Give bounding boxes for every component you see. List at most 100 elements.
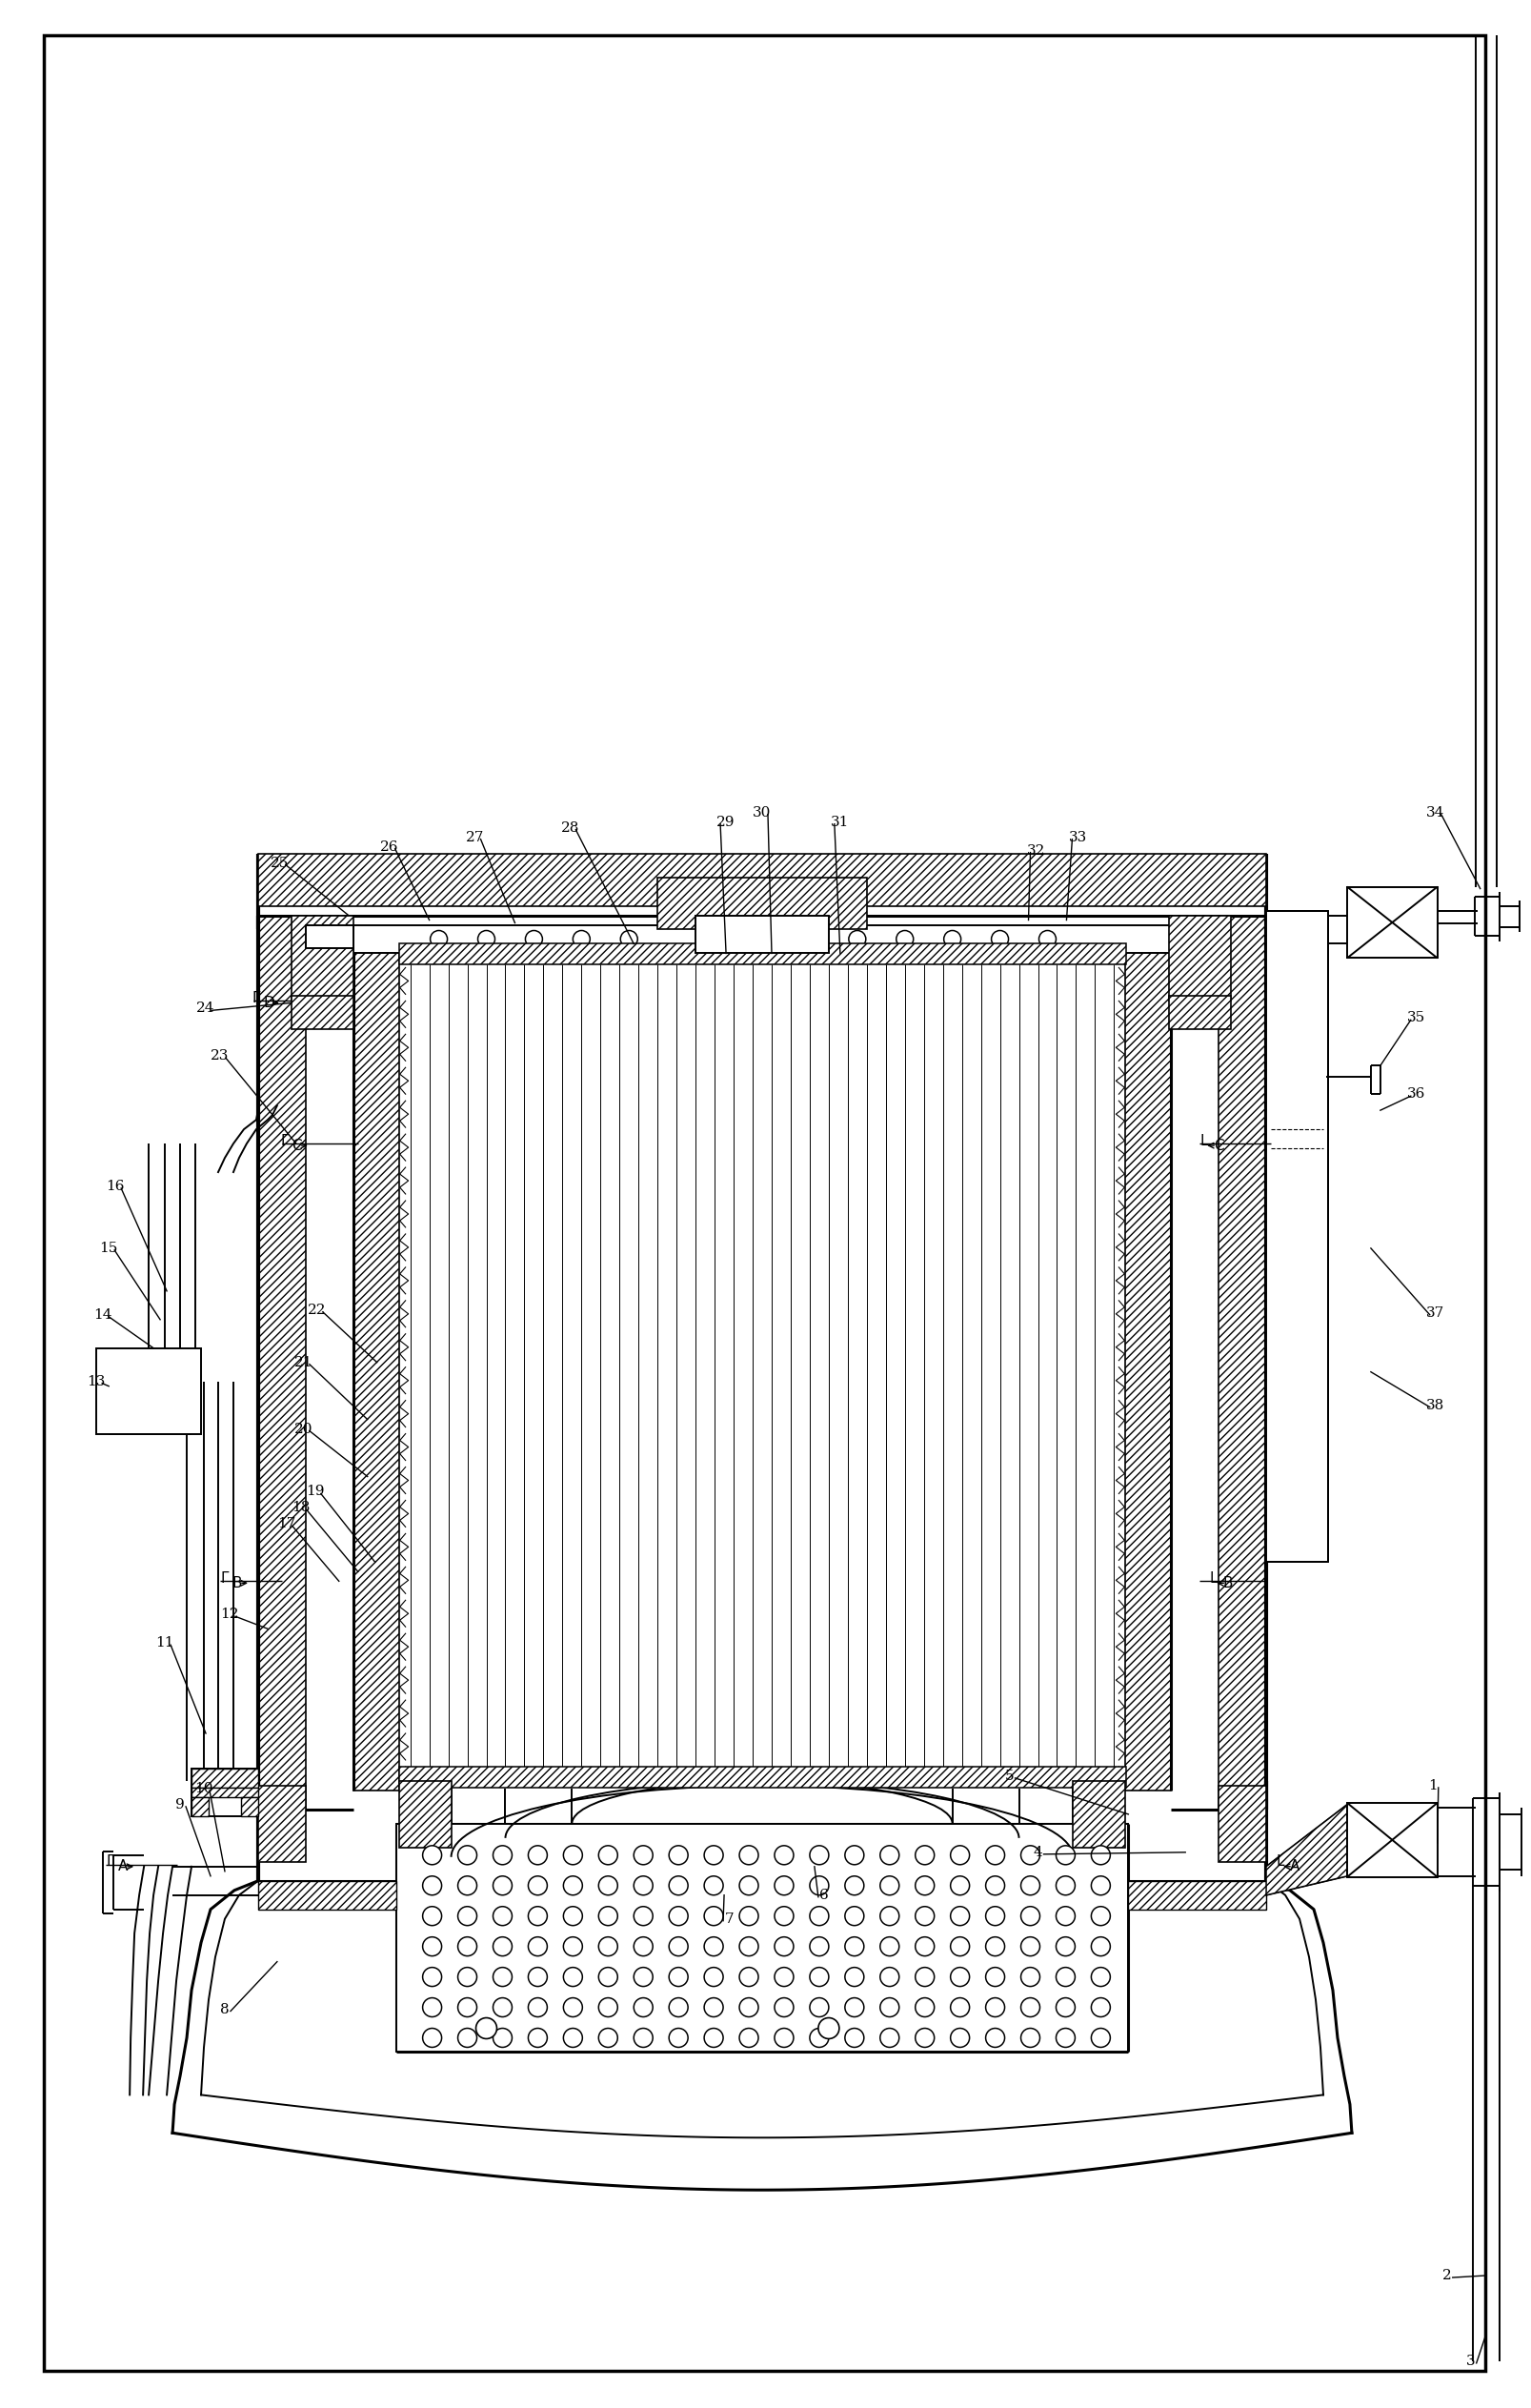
Bar — [400, 1767, 1127, 1787]
Circle shape — [525, 929, 542, 949]
Circle shape — [1021, 1876, 1040, 1895]
Text: 35: 35 — [1407, 1011, 1425, 1026]
Text: 33: 33 — [1069, 831, 1087, 843]
Circle shape — [423, 1936, 441, 1955]
Circle shape — [599, 1999, 617, 2018]
Bar — [1347, 1804, 1438, 1876]
Circle shape — [573, 929, 589, 949]
Text: 30: 30 — [753, 807, 772, 819]
Text: L: L — [1209, 1570, 1219, 1584]
Circle shape — [704, 1907, 723, 1926]
Circle shape — [528, 1876, 547, 1895]
Text: 26: 26 — [380, 840, 398, 852]
Text: 2: 2 — [1442, 2268, 1451, 2283]
Circle shape — [739, 1967, 758, 1987]
Circle shape — [599, 1845, 617, 1864]
Text: 15: 15 — [100, 1243, 118, 1255]
Circle shape — [669, 1907, 687, 1926]
Circle shape — [1056, 1936, 1075, 1955]
Bar — [657, 877, 867, 929]
Circle shape — [528, 1936, 547, 1955]
Text: 16: 16 — [106, 1180, 124, 1192]
Circle shape — [1056, 2028, 1075, 2047]
Circle shape — [458, 1967, 476, 1987]
Circle shape — [986, 1936, 1004, 1955]
Bar — [1219, 915, 1266, 1808]
Circle shape — [599, 2028, 617, 2047]
Circle shape — [943, 929, 961, 949]
Text: 22: 22 — [308, 1303, 326, 1317]
Circle shape — [563, 1967, 582, 1987]
Circle shape — [1021, 2028, 1040, 2047]
Circle shape — [1056, 1876, 1075, 1895]
Circle shape — [880, 1907, 899, 1926]
Circle shape — [528, 1999, 547, 2018]
Bar — [259, 1787, 306, 1861]
Circle shape — [916, 1907, 934, 1926]
Circle shape — [775, 2028, 793, 2047]
Circle shape — [528, 1967, 547, 1987]
Text: Γ: Γ — [107, 1854, 115, 1869]
Circle shape — [739, 1876, 758, 1895]
Text: 23: 23 — [211, 1050, 230, 1062]
Bar — [191, 1787, 259, 1796]
Circle shape — [986, 1999, 1004, 2018]
Text: 31: 31 — [831, 816, 850, 828]
Text: 21: 21 — [294, 1356, 312, 1370]
Bar — [695, 915, 828, 954]
Circle shape — [986, 1967, 1004, 1987]
Text: 17: 17 — [277, 1517, 295, 1531]
Bar — [397, 1823, 1128, 2052]
Circle shape — [916, 2028, 934, 2047]
Text: C: C — [1214, 1139, 1223, 1153]
Circle shape — [563, 2028, 582, 2047]
Circle shape — [810, 1999, 828, 2018]
Text: 6: 6 — [819, 1888, 828, 1902]
Circle shape — [880, 1876, 899, 1895]
Text: 1: 1 — [1428, 1780, 1438, 1792]
Text: 20: 20 — [294, 1423, 312, 1435]
Circle shape — [775, 1845, 793, 1864]
Circle shape — [880, 1999, 899, 2018]
Circle shape — [986, 1845, 1004, 1864]
Circle shape — [704, 2028, 723, 2047]
Circle shape — [916, 1876, 934, 1895]
Circle shape — [669, 1967, 687, 1987]
Bar — [259, 915, 306, 1808]
Circle shape — [458, 1845, 476, 1864]
Text: 5: 5 — [1004, 1770, 1014, 1782]
Circle shape — [845, 1907, 863, 1926]
Circle shape — [1056, 1845, 1075, 1864]
Circle shape — [493, 1907, 511, 1926]
Bar — [1170, 915, 1231, 1002]
Text: 14: 14 — [93, 1308, 112, 1322]
Bar — [291, 915, 354, 1002]
Text: Γ: Γ — [220, 1570, 228, 1584]
Circle shape — [916, 1936, 934, 1955]
Circle shape — [845, 2028, 863, 2047]
Circle shape — [775, 1907, 793, 1926]
Circle shape — [493, 1936, 511, 1955]
Circle shape — [1021, 1936, 1040, 1955]
Text: Γ: Γ — [253, 992, 260, 1004]
Polygon shape — [1266, 1804, 1347, 1895]
Circle shape — [916, 1967, 934, 1987]
Circle shape — [880, 2028, 899, 2047]
Bar — [1266, 910, 1327, 1563]
Circle shape — [810, 1936, 828, 1955]
Circle shape — [739, 1999, 758, 2018]
Circle shape — [1040, 929, 1056, 949]
Bar — [1219, 1787, 1266, 1861]
Text: C: C — [292, 1139, 302, 1153]
Circle shape — [634, 2028, 652, 2047]
Text: 7: 7 — [724, 1912, 733, 1926]
Text: 8: 8 — [220, 2003, 230, 2015]
Circle shape — [951, 1876, 969, 1895]
Circle shape — [810, 1967, 828, 1987]
Bar — [259, 1881, 397, 1910]
Circle shape — [493, 1876, 511, 1895]
Bar — [1125, 929, 1171, 1792]
Bar — [1073, 1782, 1125, 1847]
Text: 18: 18 — [292, 1500, 311, 1515]
Circle shape — [818, 2018, 839, 2040]
